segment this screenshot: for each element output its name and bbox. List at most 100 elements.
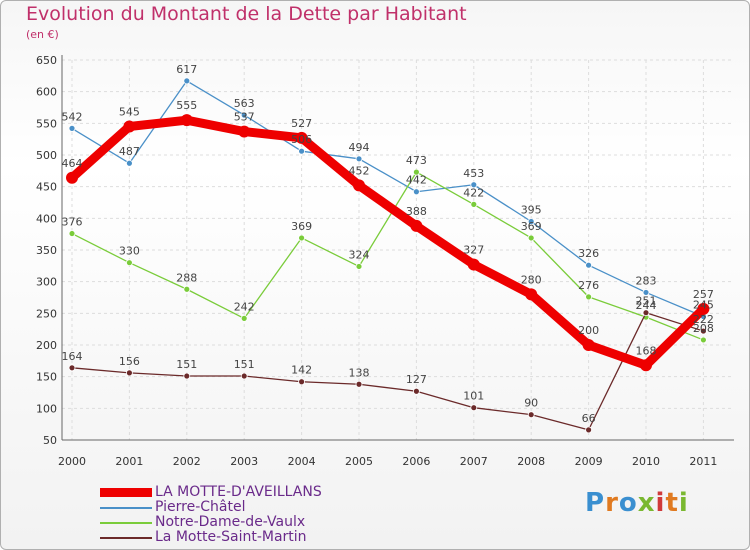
data-point	[298, 147, 306, 155]
series-line	[71, 80, 705, 318]
y-tick-label: 200	[36, 339, 57, 352]
data-label: 142	[291, 364, 312, 377]
data-point	[183, 285, 191, 293]
data-point	[66, 171, 78, 184]
series-line	[71, 312, 705, 431]
data-point	[123, 120, 136, 133]
data-label: 395	[521, 204, 542, 217]
data-label: 388	[406, 205, 427, 218]
x-tick-label: 2007	[460, 455, 488, 468]
x-tick-label: 2004	[288, 455, 316, 468]
data-label: 151	[234, 358, 255, 371]
legend-swatch	[100, 507, 152, 509]
data-point	[697, 302, 710, 315]
data-point	[412, 168, 420, 176]
data-point	[527, 218, 535, 225]
data-point	[470, 200, 478, 208]
data-point	[298, 234, 306, 242]
y-tick-label: 400	[36, 212, 57, 225]
data-point	[183, 77, 191, 85]
chart-unit: (en €)	[26, 28, 59, 41]
axes: 50 100 150 200 250 300 350 400 450 500 550 600 650 20…	[36, 54, 734, 468]
data-point	[582, 339, 595, 351]
data-point	[700, 327, 707, 335]
chart-title: Evolution du Montant de la Dette par Hab…	[26, 3, 467, 25]
series-line	[67, 115, 708, 370]
data-point	[700, 336, 707, 344]
data-point	[240, 314, 248, 322]
legend-label: Notre-Dame-de-Vaulx	[155, 514, 306, 530]
data-label: 563	[234, 97, 255, 110]
y-tick-label: 300	[36, 276, 57, 289]
data-label: 617	[176, 63, 197, 76]
legend: LA MOTTE-D'AVEILLANS Pierre-Châtel Notre-D…	[100, 484, 420, 545]
data-label: 245	[693, 299, 714, 312]
y-tick-label: 100	[36, 402, 57, 415]
legend-item: Notre-Dame-de-Vaulx	[100, 514, 420, 530]
data-label: 545	[119, 106, 140, 119]
data-label: 66	[582, 412, 596, 425]
y-tick-label: 350	[36, 244, 57, 257]
data-point	[470, 181, 478, 189]
data-point	[412, 188, 420, 196]
data-point	[125, 259, 133, 267]
data-point	[238, 125, 251, 138]
x-tick-label: 2002	[173, 455, 201, 468]
data-point	[412, 387, 420, 395]
data-label: 494	[349, 141, 370, 154]
data-point	[585, 426, 592, 434]
data-label: 283	[636, 274, 657, 287]
y-tick-label: 650	[36, 54, 57, 67]
x-tick-label: 2011	[689, 455, 717, 468]
data-label: 156	[119, 355, 140, 368]
data-label: 280	[521, 273, 542, 286]
x-tick-label: 2000	[58, 455, 86, 468]
data-label: 527	[291, 117, 312, 130]
data-label: 487	[119, 145, 140, 158]
data-point	[355, 155, 363, 163]
data-point	[642, 309, 650, 317]
data-point	[298, 378, 306, 386]
proxiti-logo: Proxiti	[585, 488, 689, 518]
data-label: 442	[406, 174, 427, 187]
data-point	[527, 234, 535, 242]
data-label: 251	[636, 295, 657, 308]
data-label: 555	[176, 99, 197, 112]
data-point	[355, 263, 363, 270]
data-label: 138	[349, 366, 370, 379]
data-label: 327	[463, 244, 484, 257]
data-labels: 542 487 617 563 506 494 442 453 395 326 283 245 376 3…	[62, 63, 714, 425]
data-label: 244	[636, 299, 657, 312]
data-label: 537	[234, 111, 255, 124]
legend-item: La Motte-Saint-Martin	[100, 529, 420, 545]
data-point	[467, 258, 480, 271]
y-tick-label: 600	[36, 86, 57, 99]
data-label: 369	[521, 220, 542, 233]
y-tick-label: 50	[43, 434, 57, 447]
data-point	[68, 230, 76, 237]
data-label: 506	[291, 133, 312, 146]
data-label: 242	[234, 300, 255, 313]
y-tick-label: 500	[36, 149, 57, 162]
data-point	[180, 114, 193, 127]
data-label: 376	[62, 216, 83, 229]
data-label: 257	[693, 288, 714, 301]
data-label: 473	[406, 154, 427, 167]
data-point	[410, 219, 423, 232]
data-label: 464	[62, 157, 83, 170]
data-label: 151	[176, 358, 197, 371]
data-point	[585, 293, 592, 301]
data-label: 422	[463, 186, 484, 199]
data-label: 276	[578, 279, 599, 292]
data-point	[183, 372, 191, 380]
y-tick-label: 450	[36, 181, 57, 194]
data-label: 127	[406, 373, 427, 386]
data-label: 330	[119, 245, 140, 258]
data-label: 168	[636, 344, 657, 357]
x-tick-label: 2010	[632, 455, 660, 468]
legend-swatch	[100, 488, 152, 497]
data-label: 164	[62, 350, 83, 363]
data-label: 369	[291, 220, 312, 233]
x-tick-label: 2006	[402, 455, 430, 468]
legend-label: Pierre-Châtel	[155, 499, 246, 515]
